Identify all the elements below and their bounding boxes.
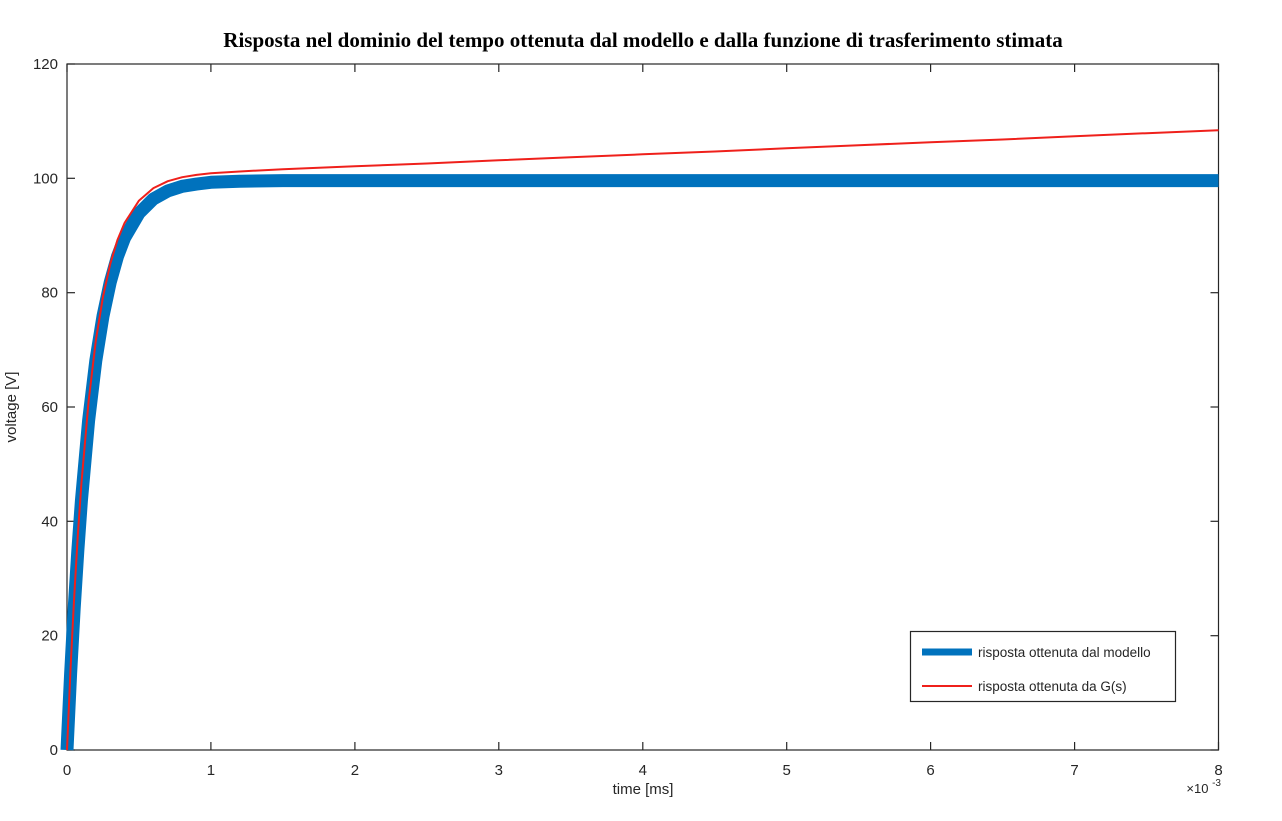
x-tick-label: 5 — [783, 762, 791, 779]
y-tick-label: 40 — [41, 513, 58, 530]
y-axis-label: voltage [V] — [3, 372, 20, 443]
y-tick-label: 100 — [33, 170, 58, 187]
y-tick-label: 80 — [41, 285, 58, 302]
x-tick-label: 8 — [1214, 762, 1222, 779]
x-tick-label: 6 — [926, 762, 934, 779]
offset-base: ×10 — [1186, 781, 1208, 796]
offset-exponent: -3 — [1212, 778, 1221, 789]
legend-label-gs: risposta ottenuta da G(s) — [978, 679, 1127, 694]
x-tick-label: 0 — [63, 762, 71, 779]
y-tick-label: 120 — [33, 56, 58, 73]
series-line-0 — [60, 174, 1219, 751]
legend-label-model: risposta ottenuta dal modello — [978, 645, 1151, 660]
x-tick-label: 4 — [639, 762, 647, 779]
x-axis-offset-label: ×10 -3 — [1186, 778, 1221, 796]
series-line-1 — [66, 129, 1219, 751]
legend-box — [909, 630, 1177, 703]
chart-title: Risposta nel dominio del tempo ottenuta … — [223, 28, 1063, 52]
y-tick-label: 60 — [41, 399, 58, 416]
x-tick-label: 7 — [1070, 762, 1078, 779]
x-tick-label: 1 — [207, 762, 215, 779]
x-axis-label: time [ms] — [613, 781, 674, 798]
x-tick-label: 3 — [495, 762, 503, 779]
y-tick-label: 0 — [50, 742, 58, 759]
y-tick-label: 20 — [41, 628, 58, 645]
x-tick-label: 2 — [351, 762, 359, 779]
series-lines — [60, 129, 1219, 751]
legend: risposta ottenuta dal modello risposta o… — [909, 630, 1177, 703]
